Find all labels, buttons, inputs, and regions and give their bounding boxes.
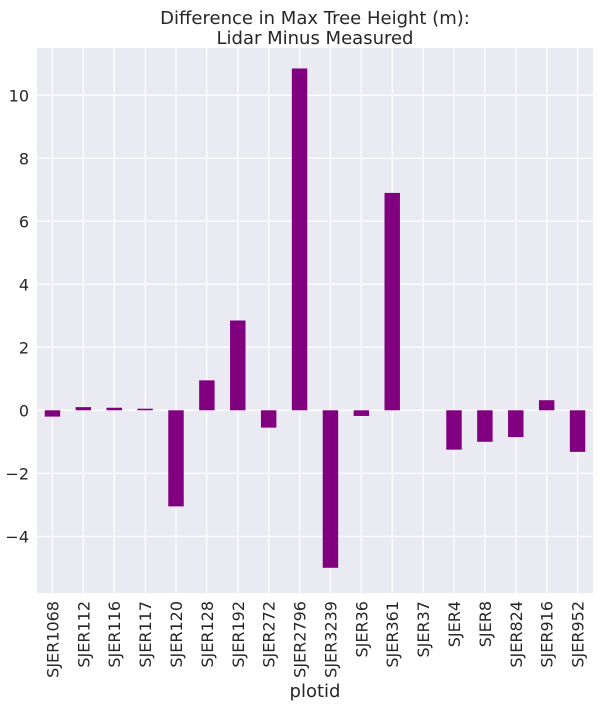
x-tick-label: SJER37 [414, 601, 433, 657]
bars [44, 68, 586, 568]
bar-sjer824 [508, 410, 524, 438]
y-tick-label: 6 [19, 212, 29, 231]
x-tick-label: SJER2796 [291, 601, 310, 678]
bar-sjer128 [199, 380, 215, 411]
x-tick-label: SJER116 [105, 601, 124, 668]
bar-sjer192 [230, 320, 246, 411]
x-tick-label: SJER120 [167, 601, 186, 668]
bar-sjer120 [168, 410, 184, 507]
bar-sjer272 [260, 410, 277, 428]
y-tick-label: −2 [5, 464, 29, 483]
x-tick-label: SJER8 [476, 601, 495, 647]
x-tick-label: SJER36 [352, 601, 371, 657]
x-axis-ticks: SJER1068 SJER112 SJER116 SJER117 SJER120 SJER… [43, 601, 587, 678]
x-tick-label: SJER117 [136, 601, 155, 668]
bar-sjer117 [137, 408, 153, 411]
x-tick-label: SJER112 [74, 601, 93, 668]
chart-title-line-1: Difference in Max Tree Height (m): [160, 8, 470, 29]
x-tick-label: SJER4 [445, 601, 464, 647]
y-tick-label: 10 [9, 86, 29, 105]
bar-sjer116 [106, 407, 122, 411]
bar-sjer916 [538, 400, 555, 411]
y-tick-label: 2 [19, 338, 29, 357]
bar-sjer4 [446, 410, 462, 450]
bar-sjer3239 [322, 410, 339, 568]
x-tick-label: SJER952 [569, 601, 588, 668]
bar-sjer112 [75, 407, 92, 411]
bar-sjer8 [477, 410, 493, 442]
chart-title-line-2: Lidar Minus Measured [217, 28, 414, 49]
plot-background [37, 48, 593, 593]
y-tick-label: −4 [5, 527, 29, 546]
bar-sjer36 [353, 410, 370, 416]
y-tick-label: 4 [19, 275, 29, 294]
x-tick-label: SJER361 [383, 601, 402, 668]
bar-sjer952 [569, 410, 586, 452]
x-tick-label: SJER272 [260, 601, 279, 668]
bar-sjer1068 [44, 410, 61, 417]
y-axis-ticks: −4 −2 0 2 4 6 8 10 [5, 86, 29, 546]
x-tick-label: SJER128 [198, 601, 217, 668]
y-tick-label: 0 [19, 401, 29, 420]
grid [37, 48, 593, 593]
bar-sjer361 [384, 192, 400, 411]
bar-sjer2796 [291, 68, 308, 411]
x-tick-label: SJER192 [229, 601, 248, 668]
y-tick-label: 8 [19, 149, 29, 168]
x-axis-label: plotid [290, 681, 341, 702]
x-tick-label: SJER916 [538, 601, 557, 668]
x-tick-label: SJER1068 [43, 601, 62, 678]
x-tick-label: SJER3239 [321, 601, 340, 678]
x-tick-label: SJER824 [507, 601, 526, 668]
